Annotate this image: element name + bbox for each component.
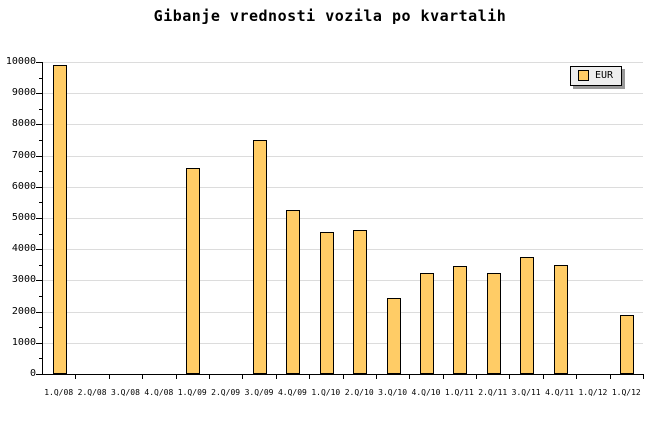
- y-axis-major-tick: [36, 156, 42, 157]
- y-axis-major-tick: [36, 343, 42, 344]
- bar: [253, 140, 267, 374]
- x-axis-tick-label: 3.Q/08: [111, 388, 140, 397]
- x-axis-tick: [443, 375, 444, 379]
- gridline: [43, 187, 643, 188]
- gridline: [43, 218, 643, 219]
- y-axis-minor-tick: [39, 109, 42, 110]
- x-axis-tick: [576, 375, 577, 379]
- gridline: [43, 93, 643, 94]
- gridline: [43, 312, 643, 313]
- x-axis-tick: [409, 375, 410, 379]
- x-axis-tick-label: 2.Q/11: [478, 388, 508, 397]
- x-axis-tick-label: 4.Q/11: [545, 388, 574, 397]
- legend: EUR: [570, 66, 622, 86]
- x-axis-tick: [643, 375, 644, 379]
- y-axis-major-tick: [36, 187, 42, 188]
- y-axis-major-tick: [36, 93, 42, 94]
- bar: [186, 168, 200, 374]
- y-axis-tick-label: 7000: [11, 150, 36, 161]
- legend-color-swatch-icon: [578, 70, 589, 81]
- plot-area: [42, 62, 644, 375]
- x-axis-tick: [109, 375, 110, 379]
- gridline: [43, 343, 643, 344]
- x-axis-tick: [543, 375, 544, 379]
- bar: [487, 273, 501, 374]
- y-axis-minor-tick: [39, 202, 42, 203]
- bar: [620, 315, 634, 374]
- y-axis-minor-tick: [39, 234, 42, 235]
- x-axis-tick-label: 2.Q/10: [344, 388, 374, 397]
- y-axis-minor-tick: [39, 327, 42, 328]
- x-axis-tick-label: 3.Q/09: [244, 388, 274, 397]
- y-axis-minor-tick: [39, 265, 42, 266]
- bar: [453, 266, 467, 374]
- y-axis-major-tick: [36, 374, 42, 375]
- x-axis-tick: [209, 375, 210, 379]
- gridline: [43, 249, 643, 250]
- x-axis-tick: [610, 375, 611, 379]
- bar: [53, 65, 67, 374]
- y-axis-minor-tick: [39, 140, 42, 141]
- x-axis-tick-label: 2.Q/09: [211, 388, 241, 397]
- bar: [520, 257, 534, 374]
- x-axis-tick: [309, 375, 310, 379]
- gridline: [43, 124, 643, 125]
- y-axis-major-tick: [36, 312, 42, 313]
- x-axis-tick: [376, 375, 377, 379]
- x-axis-tick-label: 4.Q/08: [144, 388, 174, 397]
- x-axis-tick: [75, 375, 76, 379]
- x-axis-tick-label: 1.Q/10: [311, 388, 341, 397]
- bar: [420, 273, 434, 374]
- y-axis-tick-label: 4000: [11, 243, 36, 254]
- x-axis-tick-label: 1.Q/12: [578, 388, 608, 397]
- x-axis-tick-label: 4.Q/10: [411, 388, 441, 397]
- x-axis-tick-label: 1.Q/09: [177, 388, 207, 397]
- x-axis-tick: [343, 375, 344, 379]
- y-axis-tick-label: 5000: [11, 212, 36, 223]
- y-axis-major-tick: [36, 280, 42, 281]
- y-axis-tick-label: 6000: [11, 181, 36, 192]
- bar: [353, 230, 367, 374]
- x-axis-tick-label: 3.Q/11: [511, 388, 541, 397]
- x-axis-tick-label: 4.Q/09: [277, 388, 307, 397]
- bar: [320, 232, 334, 374]
- gridline: [43, 62, 643, 63]
- x-axis-tick-label: 2.Q/08: [77, 388, 107, 397]
- x-axis-tick-label: 1.Q/11: [444, 388, 474, 397]
- gridline: [43, 156, 643, 157]
- legend-series-label: EUR: [595, 70, 614, 81]
- x-axis-tick-label: 1.Q/12: [611, 388, 641, 397]
- x-axis-tick: [276, 375, 277, 379]
- x-axis-tick: [242, 375, 243, 379]
- bar: [554, 265, 568, 374]
- y-axis-tick-label: 2000: [11, 306, 36, 317]
- y-axis-major-tick: [36, 124, 42, 125]
- bar: [387, 298, 401, 374]
- x-axis-tick: [509, 375, 510, 379]
- y-axis-minor-tick: [39, 78, 42, 79]
- y-axis-tick-label: 8000: [11, 118, 36, 129]
- x-axis-tick-label: 3.Q/10: [378, 388, 408, 397]
- y-axis-tick-label: 10000: [5, 56, 36, 67]
- x-axis-tick: [476, 375, 477, 379]
- gridline: [43, 280, 643, 281]
- y-axis-tick-label: 1000: [11, 337, 36, 348]
- y-axis-major-tick: [36, 249, 42, 250]
- y-axis-tick-label: 0: [29, 368, 36, 379]
- y-axis-major-tick: [36, 62, 42, 63]
- x-axis-tick: [176, 375, 177, 379]
- y-axis-major-tick: [36, 218, 42, 219]
- y-axis-tick-label: 3000: [11, 274, 36, 285]
- y-axis-tick-label: 9000: [11, 87, 36, 98]
- y-axis-minor-tick: [39, 296, 42, 297]
- x-axis-tick: [142, 375, 143, 379]
- x-axis-tick-label: 1.Q/08: [44, 388, 74, 397]
- bar: [286, 210, 300, 374]
- y-axis-minor-tick: [39, 171, 42, 172]
- y-axis-minor-tick: [39, 358, 42, 359]
- chart-title: Gibanje vrednosti vozila po kvartalih: [153, 7, 507, 25]
